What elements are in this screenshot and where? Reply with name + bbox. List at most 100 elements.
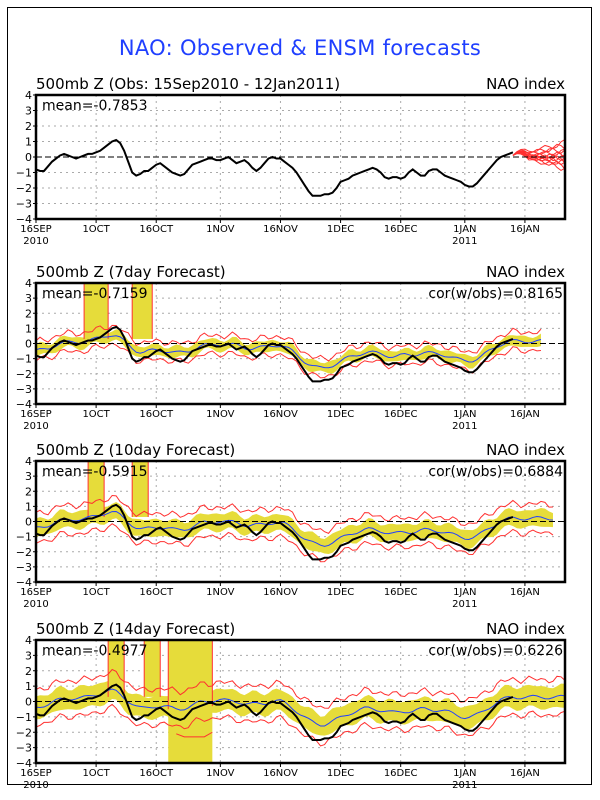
y-tick-label: −2 [16,368,32,381]
panel-title: 500mb Z (Obs: 15Sep2010 - 12Jan2011) [36,75,340,93]
y-tick-label: 1 [25,322,32,335]
x-tick-label: 16NOV [263,409,298,420]
panel-right-title: NAO index [486,75,565,93]
x-tick-label: 16OCT [139,224,174,235]
y-tick-label: 3 [25,292,32,305]
x-tick-label: 16JAN [510,224,540,235]
x-tick-label: 16SEP [20,768,51,779]
forecast-member-line [512,152,565,170]
panel-title: 500mb Z (7day Forecast) [36,263,226,281]
y-tick-label: 0 [25,338,32,351]
forecast-member-line [512,143,565,156]
x-tick-label: 16OCT [139,409,174,420]
mean-annotation: mean=-0.7159 [42,286,147,302]
y-tick-label: 3 [25,649,32,662]
data-layer [36,138,565,197]
x-tick-label: 16JAN [510,768,540,779]
y-tick-label: −1 [16,353,32,366]
x-tick-label: 1NOV [206,224,235,235]
chart-panel-4: 500mb Z (14day Forecast) NAO index 4 3 2 1 0 −1… [16,620,567,791]
envelope-upper [36,494,553,534]
y-tick-label: −1 [16,167,32,180]
envelope-lower [36,523,554,563]
x-tick-label: 16NOV [263,587,298,598]
y-tick-label: 3 [25,105,32,118]
panel-right-title: NAO index [486,263,565,281]
x-tick-label: 1OCT [82,409,110,420]
y-tick-label: 2 [25,665,32,678]
panel-title: 500mb Z (14day Forecast) [36,620,235,638]
x-tick-label: 1OCT [82,587,110,598]
y-tick-label: −1 [16,711,32,724]
y-tick-label: 1 [25,680,32,693]
y-tick-label: −3 [16,198,32,211]
main-title: NAO: Observed & ENSM forecasts [118,36,482,60]
x-tick-label: 16OCT [139,768,174,779]
x-tick-label: 1NOV [206,409,235,420]
y-tick-label: −4 [16,576,32,589]
y-tick-label: 0 [25,516,32,529]
data-layer [36,283,542,383]
data-layer [36,461,554,563]
ensemble-mean-line [36,510,554,547]
y-tick-label: 4 [25,455,32,468]
x-tick-label: 1JAN [453,587,476,598]
y-tick-label: 4 [25,89,32,102]
observed-line [36,325,514,383]
y-tick-label: −3 [16,742,32,755]
x-tick-label: 1OCT [82,768,110,779]
x-tick-sublabel: 2011 [452,236,477,247]
y-tick-label: −2 [16,546,32,559]
y-tick-label: −2 [16,726,32,739]
observed-line [36,683,514,741]
y-tick-label: 0 [25,151,32,164]
ensemble-mean-line [36,688,565,727]
x-tick-sublabel: 2010 [23,236,48,247]
correlation-annotation: cor(w/obs)=0.6884 [428,464,563,480]
x-tick-sublabel: 2011 [452,780,477,791]
x-tick-label: 1JAN [453,409,476,420]
panel-title: 500mb Z (10day Forecast) [36,441,235,459]
x-tick-label: 16JAN [510,587,540,598]
data-layer [36,640,565,763]
x-tick-label: 1DEC [327,409,354,420]
panel-right-title: NAO index [486,441,565,459]
spread-spike [144,640,161,697]
forecast-member-line [512,150,565,159]
envelope-lower [36,342,541,379]
y-tick-label: −3 [16,383,32,396]
y-tick-label: 4 [25,277,32,290]
y-tick-label: 3 [25,470,32,483]
ensemble-mean-line [36,335,542,369]
spread-band [36,678,565,736]
x-tick-label: 16DEC [384,587,418,598]
x-tick-sublabel: 2010 [23,599,48,610]
x-tick-label: 1JAN [453,224,476,235]
y-tick-label: −1 [16,531,32,544]
spread-band [36,501,553,555]
x-tick-sublabel: 2011 [452,599,477,610]
spread-spike [132,461,149,517]
y-tick-label: 1 [25,500,32,513]
x-tick-label: 16SEP [20,224,51,235]
y-tick-label: −3 [16,561,32,574]
correlation-annotation: cor(w/obs)=0.8165 [428,286,563,302]
x-tick-label: 1DEC [327,587,354,598]
x-tick-label: 16DEC [384,768,418,779]
forecast-member-line [512,153,565,172]
x-tick-label: 1NOV [206,768,235,779]
mean-annotation: mean=-0.7853 [42,98,147,114]
x-tick-label: 16SEP [20,409,51,420]
correlation-annotation: cor(w/obs)=0.6226 [428,643,563,659]
chart-panel-2: 500mb Z (7day Forecast) NAO index 4 3 2 1 0 −1 −… [16,263,567,432]
x-tick-label: 1JAN [453,768,476,779]
x-tick-label: 1NOV [206,587,235,598]
y-tick-label: −4 [16,757,32,770]
observed-line [36,138,514,197]
spread-spike [132,283,153,339]
y-tick-label: 2 [25,120,32,133]
y-tick-label: 4 [25,634,32,647]
x-tick-sublabel: 2010 [23,421,48,432]
y-tick-label: 2 [25,307,32,320]
